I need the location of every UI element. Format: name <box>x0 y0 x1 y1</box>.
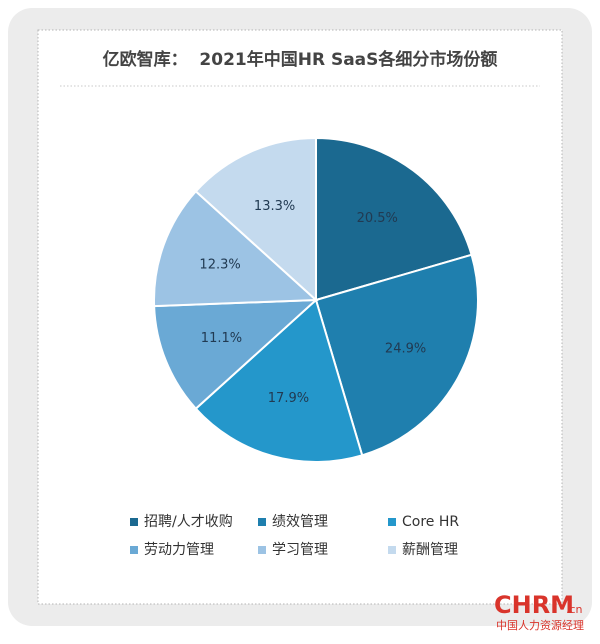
legend-label: 招聘/人才收购 <box>144 514 233 530</box>
watermark-tagline: 中国人力资源经理 <box>496 618 584 632</box>
data-label: 12.3% <box>199 258 240 273</box>
watermark-brand: CHRM <box>494 591 574 619</box>
legend-label: 劳动力管理 <box>144 542 214 558</box>
pie-slice <box>314 253 479 457</box>
pie-slice <box>153 298 319 411</box>
data-label: 20.5% <box>357 211 398 226</box>
legend-label: 绩效管理 <box>272 514 328 530</box>
legend-swatch <box>388 518 396 526</box>
pie-slice <box>194 298 364 463</box>
pie-slice <box>194 136 317 303</box>
legend-swatch <box>388 546 396 554</box>
data-label: 17.9% <box>268 391 309 406</box>
legend-swatch <box>130 518 138 526</box>
legend-swatch <box>130 546 138 554</box>
pie-slice <box>315 136 473 302</box>
data-label: 24.9% <box>385 341 426 356</box>
data-label: 11.1% <box>201 331 242 346</box>
legend-label: 学习管理 <box>272 542 328 558</box>
data-label: 13.3% <box>254 199 295 214</box>
legend-swatch <box>258 546 266 554</box>
legend-swatch <box>258 518 266 526</box>
watermark-suffix: .cn <box>566 603 583 616</box>
pie-slice <box>153 189 319 308</box>
chart-title: 亿欧智库： 2021年中国HR SaaS各细分市场份额 <box>103 49 498 70</box>
legend-label: Core HR <box>402 514 459 530</box>
legend-label: 薪酬管理 <box>402 542 458 558</box>
